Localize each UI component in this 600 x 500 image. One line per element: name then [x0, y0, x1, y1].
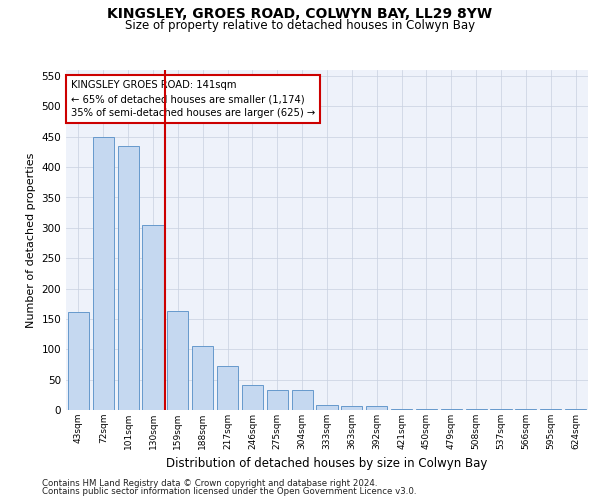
Bar: [93, 137, 114, 410]
Text: Size of property relative to detached houses in Colwyn Bay: Size of property relative to detached ho…: [125, 19, 475, 32]
Text: Contains public sector information licensed under the Open Government Licence v3: Contains public sector information licen…: [42, 487, 416, 496]
Bar: [316, 404, 338, 410]
Bar: [391, 409, 412, 410]
Bar: [167, 311, 188, 410]
Bar: [142, 225, 164, 410]
Bar: [217, 366, 238, 410]
Bar: [341, 406, 362, 410]
Y-axis label: Number of detached properties: Number of detached properties: [26, 152, 36, 328]
X-axis label: Distribution of detached houses by size in Colwyn Bay: Distribution of detached houses by size …: [166, 458, 488, 470]
Text: KINGSLEY, GROES ROAD, COLWYN BAY, LL29 8YW: KINGSLEY, GROES ROAD, COLWYN BAY, LL29 8…: [107, 8, 493, 22]
Text: Contains HM Land Registry data © Crown copyright and database right 2024.: Contains HM Land Registry data © Crown c…: [42, 478, 377, 488]
Bar: [192, 346, 213, 410]
Bar: [366, 406, 387, 410]
Bar: [118, 146, 139, 410]
Bar: [267, 390, 288, 410]
Bar: [292, 390, 313, 410]
Bar: [242, 384, 263, 410]
Bar: [68, 312, 89, 410]
Text: KINGSLEY GROES ROAD: 141sqm
← 65% of detached houses are smaller (1,174)
35% of : KINGSLEY GROES ROAD: 141sqm ← 65% of det…: [71, 80, 316, 118]
